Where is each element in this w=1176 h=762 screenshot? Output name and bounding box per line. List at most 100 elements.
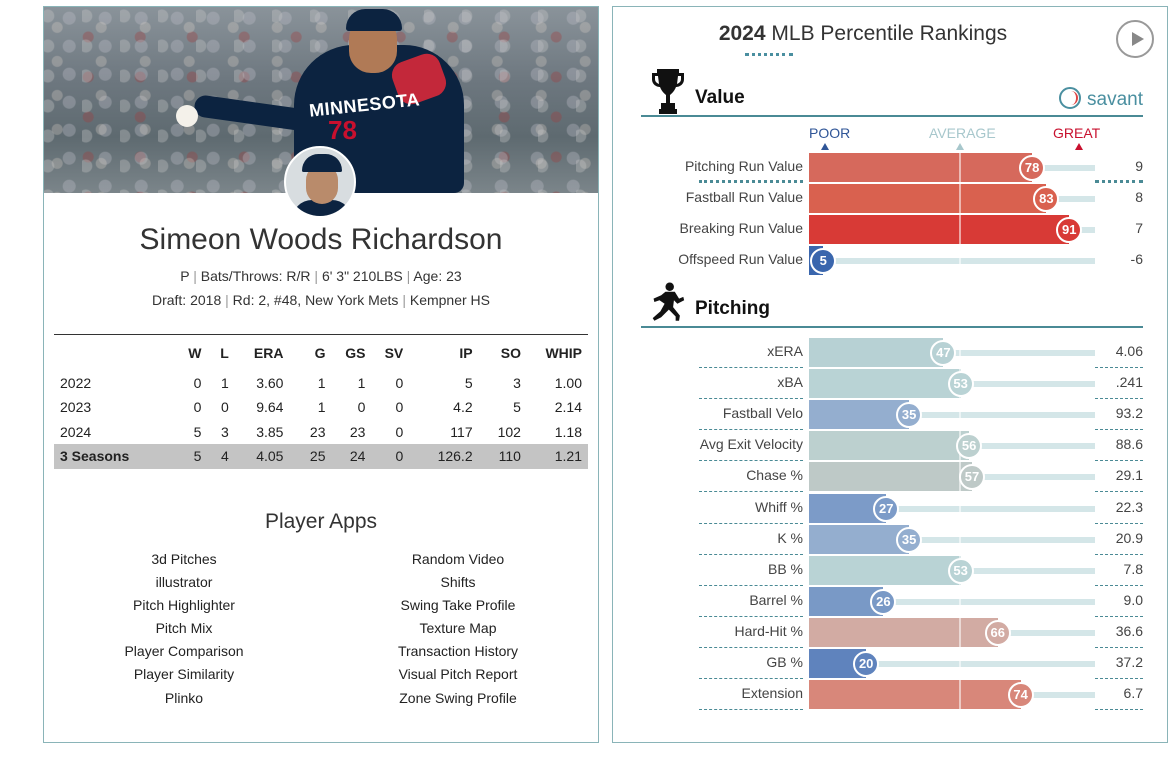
app-link[interactable]: Swing Take Profile <box>400 597 516 614</box>
stat-cell: 0 <box>357 399 366 416</box>
metric-row[interactable]: 74 Extension 6.7 <box>613 679 1169 711</box>
row-divider <box>699 522 803 524</box>
app-link[interactable]: Player Comparison <box>124 643 244 660</box>
metric-row[interactable]: 47 xERA 4.06 <box>613 337 1169 368</box>
metric-row[interactable]: 27 Whiff % 22.3 <box>613 492 1169 524</box>
stats-header-so[interactable]: SO <box>478 334 527 371</box>
stat-cell: 5 <box>193 423 202 440</box>
stat-cell: 23 <box>349 423 366 440</box>
metric-row[interactable]: 56 Avg Exit Velocity 88.6 <box>613 430 1169 462</box>
stats-header-whip[interactable]: WHIP <box>526 334 588 371</box>
percentile-track <box>809 598 1095 605</box>
app-link[interactable]: Transaction History <box>397 643 519 660</box>
row-divider <box>1095 553 1143 555</box>
stats-header-sv[interactable]: SV <box>371 334 410 371</box>
stats-header-gs[interactable]: GS <box>331 334 372 371</box>
percentile-circle: 35 <box>896 526 923 553</box>
row-divider <box>699 429 803 431</box>
metric-value: 88.6 <box>1115 436 1143 453</box>
app-link[interactable]: 3d Pitches <box>151 551 217 567</box>
stat-cell: 0 <box>371 444 410 469</box>
app-link[interactable]: Player Similarity <box>133 666 235 683</box>
app-link[interactable]: Plinko <box>164 689 204 706</box>
row-divider <box>699 491 803 493</box>
app-link[interactable]: Texture Map <box>419 620 497 637</box>
average-line <box>959 214 961 245</box>
average-line <box>959 492 961 524</box>
season-cell[interactable]: 3 Seasons <box>54 444 179 469</box>
app-link[interactable]: Zone Swing Profile <box>399 689 517 706</box>
percentile-circle: 78 <box>1019 155 1046 181</box>
average-line <box>959 523 961 555</box>
metric-row[interactable]: 5 Offspeed Run Value -6 <box>613 245 1169 276</box>
metric-row[interactable]: 78 Pitching Run Value 9 <box>613 152 1169 183</box>
stat-cell: 110 <box>478 444 527 469</box>
percentile-circle: 66 <box>984 619 1011 646</box>
stat-cell: 1 <box>317 374 326 391</box>
stats-header-l[interactable]: L <box>207 334 235 371</box>
metric-row[interactable]: 35 Fastball Velo 93.2 <box>613 399 1169 431</box>
row-divider <box>1095 398 1143 400</box>
stats-header-w[interactable]: W <box>178 334 208 371</box>
average-line <box>959 616 961 648</box>
apps-list-right: Random Video Shifts Swing Take Profile Text… <box>358 548 558 710</box>
metric-row[interactable]: 53 xBA .241 <box>613 368 1169 400</box>
percentile-rankings-card: 2024 MLB Percentile Rankings Value savan… <box>612 6 1168 743</box>
percentile-bar <box>809 153 1033 182</box>
metric-row[interactable]: 53 BB % 7.8 <box>613 554 1169 586</box>
metric-row[interactable]: 66 Hard-Hit % 36.6 <box>613 616 1169 648</box>
app-link[interactable]: Shifts <box>440 574 476 591</box>
average-line <box>959 679 961 711</box>
app-link[interactable]: illustrator <box>155 574 213 591</box>
stat-cell: 0 <box>193 399 202 416</box>
stats-header-era[interactable]: ERA <box>234 334 290 371</box>
metric-row[interactable]: 26 Barrel % 9.0 <box>613 585 1169 617</box>
app-link[interactable]: Pitch Highlighter <box>133 597 235 614</box>
average-line <box>959 585 961 617</box>
stat-cell: 4.05 <box>234 444 290 469</box>
metric-row[interactable]: 35 K % 20.9 <box>613 523 1169 555</box>
metric-name: Hard-Hit % <box>734 622 803 639</box>
draft-team[interactable]: New York Mets <box>305 292 399 308</box>
metric-name: Extension <box>741 685 803 702</box>
percentile-track <box>809 412 1095 419</box>
stats-header-row: W L ERA G GS SV IP SO WHIP <box>54 334 588 371</box>
metric-name: Fastball Run Value <box>685 189 803 205</box>
hero-photo: MINNESOTA 78 <box>44 7 598 193</box>
percentile-circle: 57 <box>959 464 986 491</box>
percentile-circle: 26 <box>870 588 897 615</box>
season-cell[interactable]: 2022 <box>60 374 92 391</box>
metric-row[interactable]: 91 Breaking Run Value 7 <box>613 214 1169 245</box>
row-divider <box>1095 646 1143 648</box>
season-cell[interactable]: 2024 <box>60 423 92 440</box>
stats-header-g[interactable]: G <box>289 334 332 371</box>
player-apps-title: Player Apps <box>264 510 378 533</box>
metric-row[interactable]: 83 Fastball Run Value 8 <box>613 183 1169 214</box>
stat-cell: 1 <box>220 374 229 391</box>
app-link[interactable]: Random Video <box>411 551 505 567</box>
avatar-shirt <box>292 200 352 216</box>
savant-logo[interactable]: savant <box>1059 87 1143 111</box>
percentile-bar <box>809 369 961 399</box>
stats-header-ip[interactable]: IP <box>409 334 479 371</box>
player-bio: P | Bats/Throws: R/R | 6' 3" 210LBS | Ag… <box>180 268 462 284</box>
metric-row[interactable]: 57 Chase % 29.1 <box>613 461 1169 493</box>
table-row: 2022 0 1 3.60 1 1 0 5 3 1.00 <box>54 371 588 396</box>
row-divider <box>1095 678 1143 679</box>
draft-info: Draft: 2018 | Rd: 2, #48, New York Mets … <box>151 292 491 308</box>
metric-value: 4.06 <box>1115 343 1143 359</box>
stats-header-season[interactable] <box>54 334 179 371</box>
height-weight: 6' 3" 210LBS <box>321 268 403 284</box>
play-button[interactable] <box>1116 20 1154 58</box>
metric-value: 20.9 <box>1115 529 1143 546</box>
percentile-bar <box>809 400 910 430</box>
stat-cell: 23 <box>309 423 326 440</box>
app-link[interactable]: Pitch Mix <box>155 620 213 637</box>
avatar <box>284 146 356 218</box>
metric-row[interactable]: 20 GB % 37.2 <box>613 648 1169 679</box>
app-link[interactable]: Visual Pitch Report <box>398 666 518 683</box>
draft-year[interactable]: 2018 <box>190 292 222 308</box>
pitcher-silhouette-icon <box>652 282 685 321</box>
season-cell[interactable]: 2023 <box>60 399 92 416</box>
baseball-icon <box>176 105 198 127</box>
